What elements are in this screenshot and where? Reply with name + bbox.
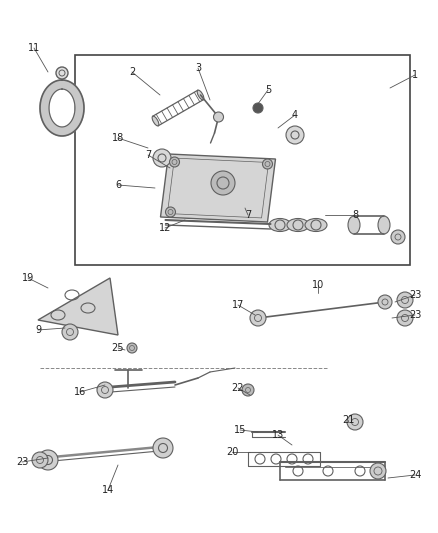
Text: 3: 3 [195, 63, 201, 73]
Circle shape [32, 452, 48, 468]
Text: 14: 14 [102, 485, 114, 495]
Circle shape [170, 157, 180, 167]
Text: 22: 22 [232, 383, 244, 393]
Text: 1: 1 [412, 70, 418, 80]
Text: 25: 25 [112, 343, 124, 353]
Circle shape [56, 67, 68, 79]
Text: 20: 20 [226, 447, 238, 457]
Circle shape [242, 384, 254, 396]
Text: 18: 18 [112, 133, 124, 143]
Text: 9: 9 [35, 325, 41, 335]
Circle shape [262, 159, 272, 169]
Text: 5: 5 [265, 85, 271, 95]
Text: 10: 10 [312, 280, 324, 290]
Circle shape [378, 295, 392, 309]
Bar [75, 55, 410, 265]
Ellipse shape [152, 116, 159, 126]
Circle shape [213, 112, 223, 122]
Text: 16: 16 [74, 387, 86, 397]
Circle shape [347, 414, 363, 430]
Text: 11: 11 [28, 43, 40, 53]
Text: 19: 19 [22, 273, 34, 283]
Text: 6: 6 [115, 180, 121, 190]
Polygon shape [40, 80, 84, 136]
Text: 8: 8 [352, 210, 358, 220]
Ellipse shape [269, 219, 291, 231]
Text: 23: 23 [409, 290, 421, 300]
Ellipse shape [305, 219, 327, 231]
Circle shape [286, 126, 304, 144]
Ellipse shape [287, 219, 309, 231]
Text: 2: 2 [129, 67, 135, 77]
Circle shape [391, 230, 405, 244]
Text: 4: 4 [292, 110, 298, 120]
Text: 23: 23 [16, 457, 28, 467]
Circle shape [38, 450, 58, 470]
Text: 17: 17 [232, 300, 244, 310]
Circle shape [253, 103, 263, 113]
Circle shape [211, 171, 235, 195]
Circle shape [153, 438, 173, 458]
Circle shape [127, 343, 137, 353]
Ellipse shape [348, 216, 360, 234]
Text: 23: 23 [409, 310, 421, 320]
Polygon shape [38, 278, 118, 335]
Circle shape [62, 324, 78, 340]
Text: 12: 12 [159, 223, 171, 233]
Text: 13: 13 [272, 430, 284, 440]
Circle shape [397, 292, 413, 308]
Circle shape [166, 207, 176, 217]
Circle shape [97, 382, 113, 398]
Text: 7: 7 [145, 150, 151, 160]
Text: 21: 21 [342, 415, 354, 425]
Circle shape [370, 463, 386, 479]
Circle shape [153, 149, 171, 167]
Text: 7: 7 [245, 210, 251, 220]
Ellipse shape [378, 216, 390, 234]
Polygon shape [160, 154, 276, 222]
Ellipse shape [197, 90, 204, 100]
Text: 24: 24 [409, 470, 421, 480]
Circle shape [397, 310, 413, 326]
Circle shape [250, 310, 266, 326]
Text: 15: 15 [234, 425, 246, 435]
